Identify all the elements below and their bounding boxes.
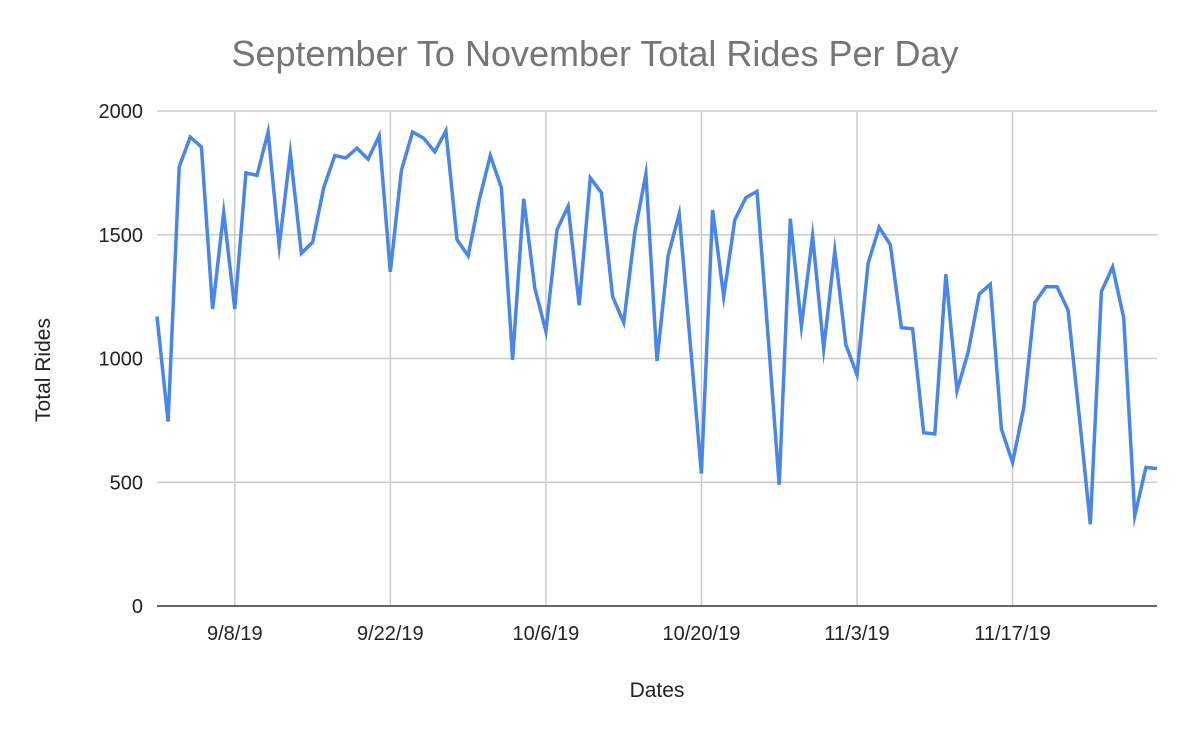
chart-title: September To November Total Rides Per Da… [231, 33, 958, 74]
x-axis-label: Dates [630, 679, 685, 702]
y-tick-label: 0 [132, 596, 143, 618]
y-tick-labels: 0 500 1000 1500 2000 [99, 101, 144, 618]
y-tick-label: 1500 [99, 225, 144, 247]
y-tick-label: 1000 [99, 349, 144, 371]
x-tick-label: 10/6/19 [513, 623, 580, 645]
y-tick-label: 500 [110, 472, 143, 494]
x-tick-label: 9/22/19 [357, 623, 424, 645]
grid-layer [157, 110, 1157, 606]
y-tick-label: 2000 [99, 101, 144, 123]
x-tick-label: 11/17/19 [974, 623, 1050, 645]
series-line [155, 121, 1158, 529]
y-axis-label: Total Rides [32, 318, 55, 422]
x-tick-label: 11/3/19 [824, 623, 889, 645]
series-layer [155, 121, 1158, 529]
x-tick-labels: 9/8/19 9/22/19 10/6/19 10/20/19 11/3/19 11/17… [207, 623, 1051, 645]
x-tick-label: 9/8/19 [207, 623, 263, 645]
x-tick-label: 10/20/19 [663, 623, 741, 645]
